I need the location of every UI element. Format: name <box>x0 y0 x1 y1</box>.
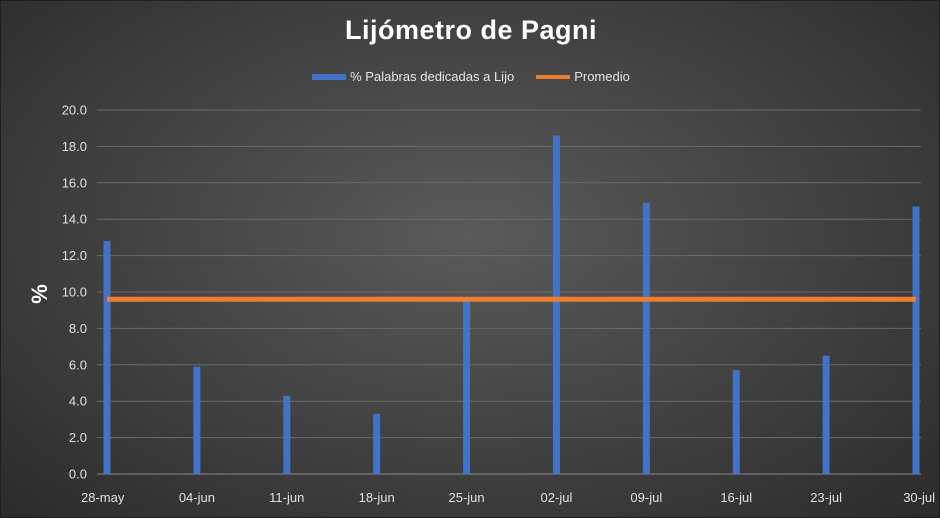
bar <box>732 370 740 474</box>
x-tick-label: 11-jun <box>269 490 304 505</box>
y-tick-label: 6.0 <box>69 357 87 372</box>
legend-swatch-bars <box>312 73 347 80</box>
bar <box>552 135 560 475</box>
x-tick-label: 02-jul <box>541 490 573 505</box>
legend-label-average: Promedio <box>574 69 630 84</box>
bar <box>463 301 471 474</box>
y-tick-label: 18.0 <box>62 139 87 154</box>
y-tick-label: 4.0 <box>69 394 87 409</box>
x-tick-label: 04-jun <box>179 490 215 505</box>
y-tick-label: 20.0 <box>62 103 87 118</box>
y-tick-label: 8.0 <box>69 321 87 336</box>
legend-item-bars: % Palabras dedicadas a Lijo <box>312 69 514 84</box>
x-tick-label: 09-jul <box>630 490 662 505</box>
bar <box>373 413 381 474</box>
bar <box>193 366 201 474</box>
legend-swatch-average <box>536 74 571 79</box>
x-tick-label: 16-jul <box>720 490 752 505</box>
x-tick-label: 28-may <box>81 490 125 505</box>
bar <box>912 206 920 474</box>
x-tick-label: 23-jul <box>810 490 842 505</box>
y-tick-label: 14.0 <box>62 212 87 227</box>
bar <box>103 241 111 474</box>
bar <box>642 202 650 474</box>
x-tick-label: 18-jun <box>359 490 395 505</box>
y-tick-label: 2.0 <box>69 430 87 445</box>
bar <box>822 355 830 474</box>
y-tick-label: 12.0 <box>62 248 87 263</box>
y-tick-label: 0.0 <box>69 467 87 482</box>
x-tick-label: 30-jul <box>903 490 935 505</box>
chart-title: Lijómetro de Pagni <box>344 15 598 45</box>
legend-label-bars: % Palabras dedicadas a Lijo <box>350 69 515 84</box>
legend-item-average: Promedio <box>536 69 630 84</box>
y-tick-label: 16.0 <box>62 175 87 190</box>
y-tick-label: 10.0 <box>62 285 87 300</box>
bar <box>283 395 291 474</box>
x-tick-label: 25-jun <box>448 490 484 505</box>
legend: % Palabras dedicadas a Lijo Promedio <box>1 69 940 84</box>
